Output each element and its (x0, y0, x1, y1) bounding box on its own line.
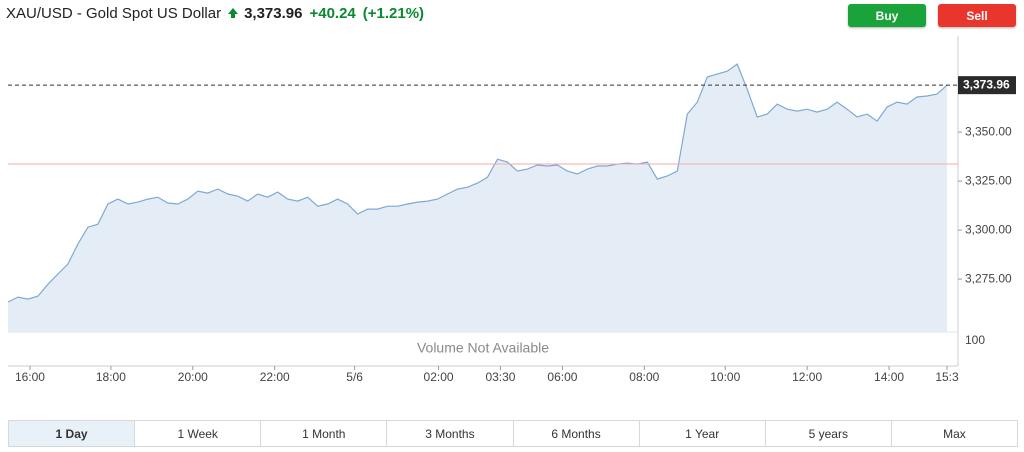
x-tick-label: 10:00 (710, 370, 740, 384)
area-fill (8, 64, 947, 332)
change: +40.24 (309, 4, 356, 22)
chart: Investing.com3,373.963,275.003,300.003,3… (7, 36, 1016, 384)
volume-note: Volume Not Available (417, 340, 549, 356)
x-tick-label: 18:00 (96, 370, 126, 384)
last-price-label: 3,373.96 (963, 77, 1010, 91)
x-tick-label: 02:00 (424, 370, 454, 384)
range-tab[interactable]: 1 Week (135, 421, 262, 446)
price-line (7, 63, 948, 303)
buy-button[interactable]: Buy (848, 4, 926, 27)
x-tick-label: 20:00 (178, 370, 208, 384)
last-price-box (958, 76, 1016, 95)
up-arrow (228, 8, 239, 18)
x-tick-label: 15:3 (935, 370, 959, 384)
sell-button[interactable]: Sell (938, 4, 1016, 27)
x-tick-label: 06:00 (547, 370, 577, 384)
volume-tick-label: 100 (965, 333, 985, 347)
x-tick-label: 12:00 (792, 370, 822, 384)
x-tick-label: 16:00 (15, 370, 45, 384)
range-tab[interactable]: Max (943, 426, 966, 441)
change-percent: (+1.21%) (362, 4, 425, 22)
range-tab[interactable]: 1 Year (640, 421, 766, 446)
y-tick-label: 3,325.00 (965, 173, 1012, 187)
range-tab[interactable]: 1 Day (9, 421, 136, 446)
price: 3,373.96 (244, 4, 303, 22)
symbol: XAU/USD - Gold Spot US Dollar (6, 4, 222, 22)
header: XAU/USD - Gold Spot US Dollar 3,373.96 +… (6, 2, 424, 24)
range-tab[interactable]: 6 Months (514, 421, 640, 446)
y-tick-label: 3,300.00 (965, 222, 1012, 236)
y-tick-label: 3,350.00 (965, 124, 1012, 138)
range-tab[interactable]: 1 Month (261, 421, 388, 446)
x-tick-label: 03:30 (485, 370, 515, 384)
range-tab[interactable]: 5 years (766, 421, 892, 446)
x-tick-label: 08:00 (629, 370, 659, 384)
x-tick-label: 22:00 (260, 370, 290, 384)
x-tick-label: 5/6 (346, 370, 363, 384)
x-tick-label: 14:00 (874, 370, 904, 384)
range-tabs: 1 Day 1 Week 1 Month 3 Months 6 Months 1 Year… (8, 420, 1018, 447)
y-tick-label: 3,275.00 (965, 271, 1012, 285)
range-tab[interactable]: 3 Months (387, 421, 514, 446)
